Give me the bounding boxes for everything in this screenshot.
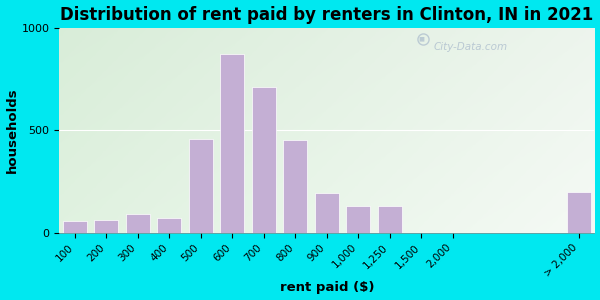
Bar xyxy=(346,206,370,232)
Bar xyxy=(315,193,338,232)
Bar xyxy=(63,221,86,233)
Bar xyxy=(252,87,275,232)
Y-axis label: households: households xyxy=(5,87,19,173)
Text: City-Data.com: City-Data.com xyxy=(434,42,508,52)
Bar xyxy=(220,55,244,232)
Bar xyxy=(378,206,401,232)
Bar xyxy=(189,140,212,232)
Bar xyxy=(94,220,118,232)
X-axis label: rent paid ($): rent paid ($) xyxy=(280,281,374,294)
Text: ■: ■ xyxy=(419,37,424,42)
Bar xyxy=(157,218,181,232)
Bar xyxy=(567,192,590,233)
Bar xyxy=(283,140,307,232)
Title: Distribution of rent paid by renters in Clinton, IN in 2021: Distribution of rent paid by renters in … xyxy=(60,6,593,24)
Bar xyxy=(126,214,149,232)
